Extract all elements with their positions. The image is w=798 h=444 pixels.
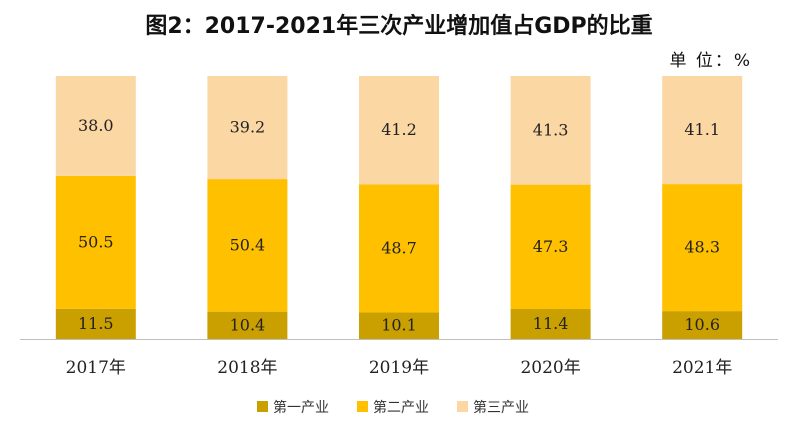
data-label-3-2: 39.2	[230, 118, 266, 137]
legend-label-2: 第二产业	[373, 399, 429, 416]
bar-segment-3-3	[359, 76, 439, 185]
bar-segment-1-4	[510, 309, 591, 339]
chart-title: 图2：2017-2021年三次产业增加值占GDP的比重	[145, 14, 653, 39]
bar-segment-1-5	[662, 311, 743, 339]
legend-swatch-2	[357, 401, 368, 412]
bar-segment-3-5	[662, 76, 743, 185]
data-label-3-5: 41.1	[684, 120, 720, 139]
data-label-2-5: 48.3	[684, 238, 720, 257]
x-tick-label-2: 2018年	[217, 358, 277, 378]
legend-label-3: 第三产业	[473, 399, 529, 416]
data-label-1-5: 10.6	[684, 315, 720, 334]
data-label-1-4: 11.4	[533, 314, 569, 333]
bar-segment-2-4	[510, 184, 591, 310]
bar-segment-2-3	[359, 184, 439, 313]
data-label-1-1: 11.5	[78, 314, 114, 333]
bar-segment-1-3	[359, 312, 439, 339]
bar-segment-1-1	[55, 308, 136, 339]
x-tick-label-3: 2019年	[369, 358, 429, 378]
x-tick-label-5: 2021年	[672, 358, 732, 378]
bar-segment-2-1	[55, 175, 136, 309]
data-label-2-3: 48.7	[381, 238, 417, 257]
bar-segment-3-1	[55, 76, 136, 176]
data-label-2-2: 50.4	[230, 235, 266, 254]
bar-segment-3-2	[207, 76, 288, 180]
x-tick-label-4: 2020年	[520, 358, 580, 378]
data-label-1-2: 10.4	[230, 315, 266, 334]
data-label-3-1: 38.0	[78, 116, 114, 135]
legend-swatch-1	[257, 401, 268, 412]
data-label-3-4: 41.3	[533, 120, 569, 139]
legend-swatch-3	[457, 401, 468, 412]
data-label-1-3: 10.1	[381, 316, 417, 335]
unit-label: 单 位：%	[669, 51, 752, 71]
bar-segment-2-2	[207, 179, 288, 312]
bar-segment-2-5	[662, 184, 743, 312]
x-tick-label-1: 2017年	[66, 358, 126, 378]
data-label-2-4: 47.3	[533, 237, 569, 256]
bar-segment-1-2	[207, 311, 288, 339]
data-label-2-1: 50.5	[78, 232, 114, 251]
data-label-3-3: 41.2	[381, 120, 417, 139]
legend-label-1: 第一产业	[273, 399, 329, 416]
bar-segment-3-4	[510, 76, 591, 185]
